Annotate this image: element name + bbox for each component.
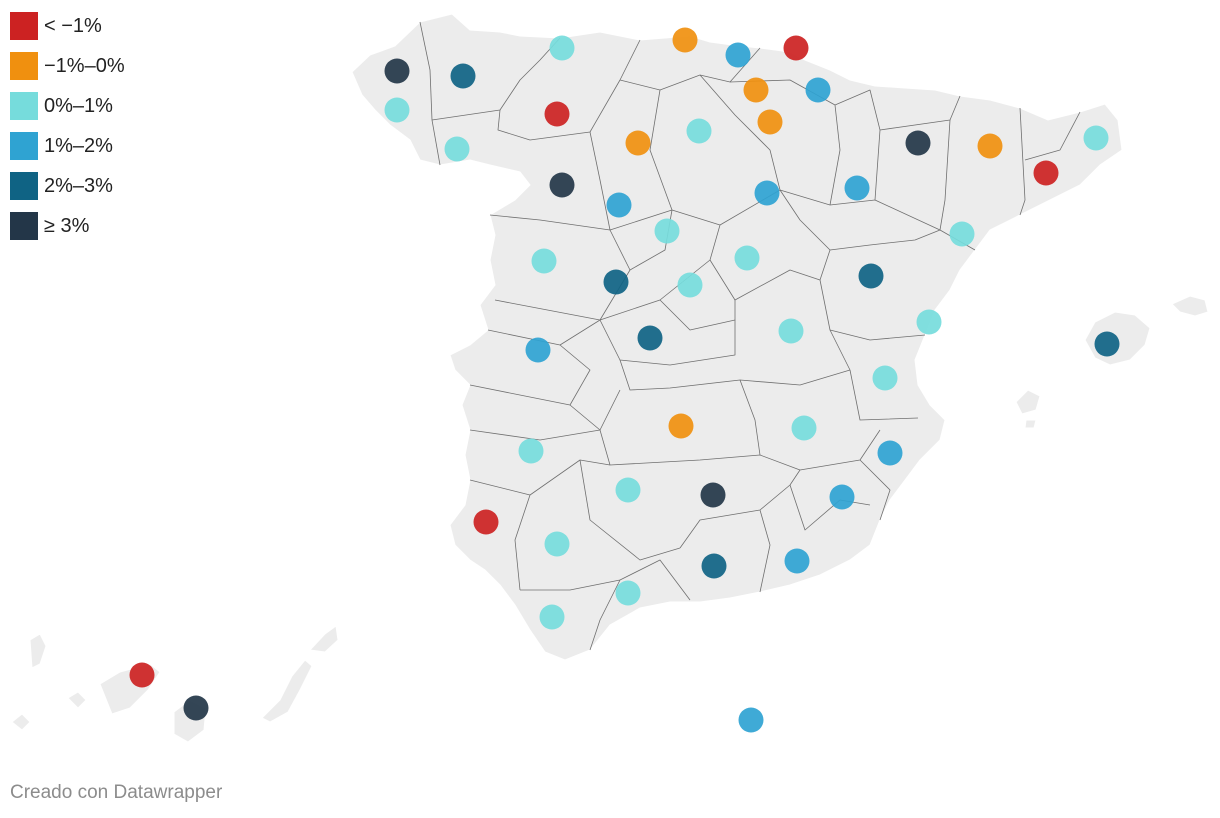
province-dot[interactable] xyxy=(754,180,780,206)
province-dot[interactable] xyxy=(129,662,155,688)
legend-item: 1%–2% xyxy=(10,132,125,160)
province-dot[interactable] xyxy=(1033,160,1059,186)
province-dot[interactable] xyxy=(916,309,942,335)
province-dot[interactable] xyxy=(637,325,663,351)
legend-label: 0%–1% xyxy=(44,95,113,117)
province-dots xyxy=(129,27,1120,733)
province-dot[interactable] xyxy=(654,218,680,244)
mainland-spain xyxy=(351,13,1123,661)
province-dot[interactable] xyxy=(544,101,570,127)
province-dot[interactable] xyxy=(549,35,575,61)
province-dot[interactable] xyxy=(606,192,632,218)
province-dot[interactable] xyxy=(531,248,557,274)
legend-swatch xyxy=(10,12,38,40)
province-dot[interactable] xyxy=(977,133,1003,159)
province-dot[interactable] xyxy=(701,553,727,579)
province-dot[interactable] xyxy=(615,477,641,503)
province-dot[interactable] xyxy=(700,482,726,508)
legend-item: 2%–3% xyxy=(10,172,125,200)
province-dot[interactable] xyxy=(544,531,570,557)
province-dot[interactable] xyxy=(734,245,760,271)
province-dot[interactable] xyxy=(450,63,476,89)
legend-item: < −1% xyxy=(10,12,125,40)
province-dot[interactable] xyxy=(858,263,884,289)
province-dot[interactable] xyxy=(384,58,410,84)
el-hierro-island xyxy=(11,713,31,731)
legend-label: 2%–3% xyxy=(44,175,113,197)
province-dot[interactable] xyxy=(384,97,410,123)
province-dot[interactable] xyxy=(473,509,499,535)
province-dot[interactable] xyxy=(539,604,565,630)
legend-swatch xyxy=(10,52,38,80)
province-dot[interactable] xyxy=(778,318,804,344)
legend-swatch xyxy=(10,172,38,200)
map-land xyxy=(11,13,1209,743)
province-dot[interactable] xyxy=(677,272,703,298)
province-dot[interactable] xyxy=(829,484,855,510)
province-dot[interactable] xyxy=(625,130,651,156)
province-dot[interactable] xyxy=(872,365,898,391)
province-dot[interactable] xyxy=(743,77,769,103)
legend-label: −1%–0% xyxy=(44,55,125,77)
province-dot[interactable] xyxy=(877,440,903,466)
province-dot[interactable] xyxy=(549,172,575,198)
province-dot[interactable] xyxy=(725,42,751,68)
province-dot[interactable] xyxy=(805,77,831,103)
province-dot[interactable] xyxy=(686,118,712,144)
province-dot[interactable] xyxy=(949,221,975,247)
lanzarote-island xyxy=(308,625,339,653)
province-dot[interactable] xyxy=(668,413,694,439)
province-dot[interactable] xyxy=(757,109,783,135)
province-dot[interactable] xyxy=(615,580,641,606)
legend: < −1% −1%–0% 0%–1% 1%–2% 2%–3% ≥ 3% xyxy=(10,12,125,252)
province-dot[interactable] xyxy=(784,548,810,574)
legend-swatch xyxy=(10,92,38,120)
la-palma-island xyxy=(29,633,47,669)
province-dot[interactable] xyxy=(783,35,809,61)
legend-item: 0%–1% xyxy=(10,92,125,120)
legend-label: ≥ 3% xyxy=(44,215,90,237)
fuerteventura-island xyxy=(261,659,313,723)
province-dot[interactable] xyxy=(1083,125,1109,151)
legend-label: < −1% xyxy=(44,15,102,37)
la-gomera-island xyxy=(67,691,87,709)
province-dot[interactable] xyxy=(444,136,470,162)
ibiza-island xyxy=(1015,389,1041,415)
legend-swatch xyxy=(10,212,38,240)
province-dot[interactable] xyxy=(1094,331,1120,357)
province-dot[interactable] xyxy=(183,695,209,721)
province-dot[interactable] xyxy=(525,337,551,363)
province-dot[interactable] xyxy=(603,269,629,295)
menorca-island xyxy=(1171,295,1209,317)
legend-label: 1%–2% xyxy=(44,135,113,157)
province-dot[interactable] xyxy=(844,175,870,201)
legend-swatch xyxy=(10,132,38,160)
footer-credit: Creado con Datawrapper xyxy=(10,782,223,803)
legend-item: ≥ 3% xyxy=(10,212,125,240)
formentera-island xyxy=(1024,419,1037,429)
province-dot[interactable] xyxy=(518,438,544,464)
legend-item: −1%–0% xyxy=(10,52,125,80)
province-dot[interactable] xyxy=(672,27,698,53)
province-dot[interactable] xyxy=(791,415,817,441)
province-dot[interactable] xyxy=(738,707,764,733)
province-dot[interactable] xyxy=(905,130,931,156)
